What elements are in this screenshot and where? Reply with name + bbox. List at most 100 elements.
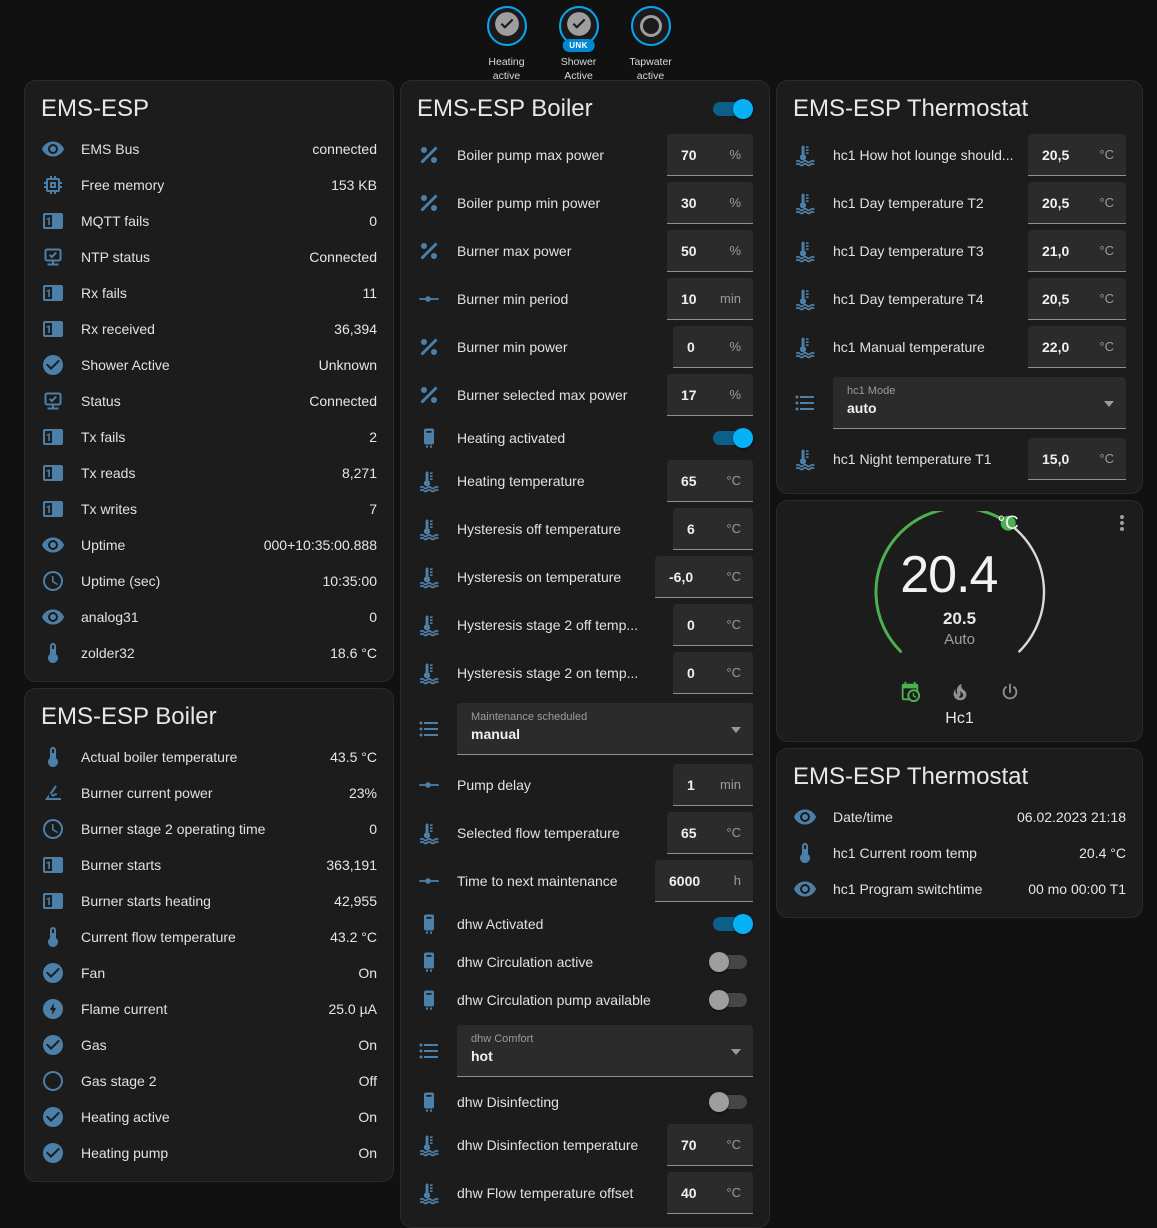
row-burner-starts-heating[interactable]: Burner starts heating 42,955: [25, 883, 393, 919]
row-heating-pump[interactable]: Heating pump On: [25, 1135, 393, 1171]
hvac-mode-label: Auto: [944, 631, 975, 648]
row-free-memory[interactable]: Free memory 153 KB: [25, 167, 393, 203]
row-heating-temperature: Heating temperature 65 °C: [401, 457, 769, 505]
dial-handle[interactable]: [1000, 515, 1016, 531]
row-hc1-manual-temperature: hc1 Manual temperature 22,0 °C: [777, 323, 1142, 371]
select-hc1-mode[interactable]: hc1 Mode auto: [833, 377, 1126, 429]
number-input-hc1-day-temperature-t2[interactable]: 20,5 °C: [1028, 182, 1126, 224]
row-tx-fails[interactable]: Tx fails 2: [25, 419, 393, 455]
input-unit: °C: [726, 665, 741, 680]
row-flame-current[interactable]: Flame current 25.0 µA: [25, 991, 393, 1027]
row-rx-fails[interactable]: Rx fails 11: [25, 275, 393, 311]
row-tx-writes[interactable]: Tx writes 7: [25, 491, 393, 527]
boiler-master-toggle[interactable]: [707, 97, 753, 121]
list-icon: [417, 1039, 441, 1063]
number-input-burner-selected-max-power[interactable]: 17%: [667, 374, 753, 416]
entity-value: 10:35:00: [322, 573, 378, 589]
power-icon[interactable]: [999, 681, 1021, 703]
number-input-hc1-night-temperature-t1[interactable]: 15,0 °C: [1028, 438, 1126, 480]
more-options-button[interactable]: [1110, 511, 1134, 535]
row-burner-starts[interactable]: Burner starts 363,191: [25, 847, 393, 883]
row-mqtt-fails[interactable]: MQTT fails 0: [25, 203, 393, 239]
card-ems-esp-boiler-controls: EMS-ESP Boiler Boiler pump max power 70% B…: [400, 80, 770, 1228]
number-input-time-to-next-maintenance[interactable]: 6000 h: [655, 860, 753, 902]
row-gas[interactable]: Gas On: [25, 1027, 393, 1063]
row-status[interactable]: Status Connected: [25, 383, 393, 419]
thermostat-dial[interactable]: 20.4 °C 20.5 Auto: [860, 506, 1060, 673]
select-maintenance-scheduled[interactable]: Maintenance scheduled manual: [457, 703, 753, 755]
row-shower-active[interactable]: Shower Active Unknown: [25, 347, 393, 383]
badge-circle: [486, 6, 527, 46]
badge-shower-active[interactable]: UNK Shower Active: [550, 6, 608, 83]
number-input-boiler-pump-max-power[interactable]: 70%: [667, 134, 753, 176]
number-input-hc1-manual-temperature[interactable]: 22,0 °C: [1028, 326, 1126, 368]
angle-icon: [41, 781, 65, 805]
row-boiler-pump-max-power: Boiler pump max power 70%: [401, 131, 769, 179]
state-pill: UNK: [562, 39, 595, 52]
row-heating-active[interactable]: Heating active On: [25, 1099, 393, 1135]
number-input-selected-flow-temperature[interactable]: 65 °C: [667, 812, 753, 854]
entity-label: Tx fails: [81, 429, 126, 445]
number-input-hysteresis-stage-2-off-temp[interactable]: 0 °C: [673, 604, 753, 646]
badge-tapwater-active[interactable]: Tapwater active: [622, 6, 680, 83]
row-tx-reads[interactable]: Tx reads 8,271: [25, 455, 393, 491]
row-fan[interactable]: Fan On: [25, 955, 393, 991]
number-input-hysteresis-stage-2-on-temp[interactable]: 0 °C: [673, 652, 753, 694]
entity-label: Tx writes: [81, 501, 137, 517]
row-ntp-status[interactable]: NTP status Connected: [25, 239, 393, 275]
row-actual-boiler-temperature[interactable]: Actual boiler temperature 43.5 °C: [25, 739, 393, 775]
current-temperature: 20.4: [900, 546, 998, 604]
row-ems-bus[interactable]: EMS Bus connected: [25, 131, 393, 167]
entity-label: Burner min period: [457, 291, 569, 307]
toggle-heating-activated[interactable]: [707, 426, 753, 450]
badge-heating-active[interactable]: Heating active: [478, 6, 536, 83]
number-input-hc1-day-temperature-t3[interactable]: 21,0 °C: [1028, 230, 1126, 272]
toggle-dhw-circulation-pump-available[interactable]: [707, 988, 753, 1012]
number-input-boiler-pump-min-power[interactable]: 30%: [667, 182, 753, 224]
row-uptime-sec[interactable]: Uptime (sec) 10:35:00: [25, 563, 393, 599]
number-input-dhw-disinfection-temperature[interactable]: 70 °C: [667, 1124, 753, 1166]
input-value: 0: [687, 338, 695, 355]
number-input-burner-min-period[interactable]: 10 min: [667, 278, 753, 320]
row-burner-stage-2-operating-time[interactable]: Burner stage 2 operating time 0: [25, 811, 393, 847]
entity-value: 42,955: [334, 893, 377, 909]
entity-value: 18.6 °C: [330, 645, 377, 661]
toggle-dhw-activated[interactable]: [707, 912, 753, 936]
row-hc1-current-room-temp[interactable]: hc1 Current room temp 20.4 °C: [777, 835, 1142, 871]
entity-label: Hysteresis stage 2 off temp...: [457, 617, 639, 633]
number-input-heating-temperature[interactable]: 65 °C: [667, 460, 753, 502]
switch-thumb: [709, 1092, 729, 1112]
toggle-dhw-circulation-active[interactable]: [707, 950, 753, 974]
number-input-dhw-flow-temperature-offset[interactable]: 40 °C: [667, 1172, 753, 1214]
number-input-hysteresis-on-temperature[interactable]: -6,0 °C: [655, 556, 753, 598]
row-gas-stage-2[interactable]: Gas stage 2 Off: [25, 1063, 393, 1099]
toggle-dhw-disinfecting[interactable]: [707, 1090, 753, 1114]
number-input-burner-min-power[interactable]: 0%: [673, 326, 753, 368]
calendar-clock-icon[interactable]: [899, 681, 921, 703]
select-dhw-comfort[interactable]: dhw Comfort hot: [457, 1025, 753, 1077]
row-burner-current-power[interactable]: Burner current power 23%: [25, 775, 393, 811]
number-input-hysteresis-off-temperature[interactable]: 6 °C: [673, 508, 753, 550]
number-input-hc1-how-hot-lounge-should[interactable]: 20,5 °C: [1028, 134, 1126, 176]
number-input-pump-delay[interactable]: 1 min: [673, 764, 753, 806]
entity-label: Time to next maintenance: [457, 873, 618, 889]
input-value: 17: [681, 386, 697, 403]
row-zolder32[interactable]: zolder32 18.6 °C: [25, 635, 393, 671]
entity-rows: hc1 How hot lounge should... 20,5 °C hc1 Da…: [777, 131, 1142, 483]
row-hysteresis-stage-2-on-temp: Hysteresis stage 2 on temp... 0 °C: [401, 649, 769, 697]
input-unit: °C: [1099, 147, 1114, 162]
slider-icon: [417, 287, 441, 311]
fire-icon[interactable]: [949, 681, 971, 703]
row-current-flow-temperature[interactable]: Current flow temperature 43.2 °C: [25, 919, 393, 955]
row-analog31[interactable]: analog31 0: [25, 599, 393, 635]
entity-label: zolder32: [81, 645, 135, 661]
network-check-icon: [41, 245, 65, 269]
row-date-time[interactable]: Date/time 06.02.2023 21:18: [777, 799, 1142, 835]
row-rx-received[interactable]: Rx received 36,394: [25, 311, 393, 347]
entity-label: dhw Activated: [457, 916, 544, 932]
row-heating-activated: Heating activated: [401, 419, 769, 457]
row-hc1-program-switchtime[interactable]: hc1 Program switchtime 00 mo 00:00 T1: [777, 871, 1142, 907]
row-uptime[interactable]: Uptime 000+10:35:00.888: [25, 527, 393, 563]
number-input-burner-max-power[interactable]: 50%: [667, 230, 753, 272]
number-input-hc1-day-temperature-t4[interactable]: 20,5 °C: [1028, 278, 1126, 320]
